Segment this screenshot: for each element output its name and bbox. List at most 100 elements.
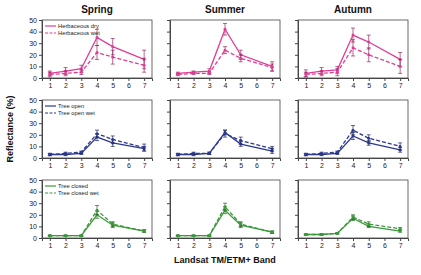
y-tick-label: 10 [29,143,37,150]
x-tick-label: 7 [271,82,275,89]
marker [48,153,51,156]
error-bar [176,73,180,75]
x-tick-label: 1 [304,162,308,169]
marker [399,145,402,148]
y-tick-mark [295,78,298,79]
y-tick [167,226,170,227]
x-tick-label: 2 [320,162,324,169]
y-tick [295,32,298,33]
y-tick [295,146,298,147]
y-axis [167,21,171,79]
y-tick-mark [167,43,170,44]
x-tick-mark [194,78,195,81]
marker [224,205,227,208]
x-tick-label: 7 [271,162,275,169]
x-tick-mark [144,78,145,81]
x-tick-label: 4 [352,242,356,249]
marker [208,152,211,155]
x-tick: 5 [367,78,371,89]
x-tick-label: 5 [367,82,371,89]
y-tick-mark [295,180,298,181]
y-tick-mark [167,20,170,21]
x-tick-label: 6 [127,162,131,169]
y-tick [295,20,298,21]
plot-frame [170,180,280,238]
x-tick-mark [353,238,354,241]
plot-area [48,29,146,77]
x-tick-mark [225,238,226,241]
x-tick: 6 [127,78,131,89]
y-tick [295,100,298,101]
x-tick-label: 4 [352,82,356,89]
x-tick-label: 3 [80,162,84,169]
error-bar [351,40,355,56]
x-tick-mark [384,78,385,81]
x-tick: 2 [320,78,324,89]
y-tick [167,20,170,21]
marker [64,152,67,155]
y-tick: 40 [29,28,42,35]
x-tick-label: 5 [111,242,115,249]
y-tick: 10 [29,63,42,70]
y-tick-mark [295,215,298,216]
x-tick: 1 [176,78,180,89]
marker [304,153,307,156]
x-tick-mark [66,158,67,161]
error-bar [48,235,52,236]
error-bar [48,72,52,77]
marker [192,234,195,237]
y-tick-mark [295,32,298,33]
x-tick-mark [97,78,98,81]
x-tick: 1 [304,238,308,249]
marker [352,216,355,219]
y-tick [167,55,170,56]
x-tick: 3 [208,238,212,249]
plot-frame [42,100,152,158]
marker [64,72,67,75]
y-axis-line [39,101,43,159]
y-axis-title: Reflectance (%) [5,95,15,162]
x-tick-mark [353,158,354,161]
y-tick-mark [167,203,170,204]
y-axis: 01020304050 [29,97,42,162]
error-bar [111,136,115,143]
error-bar [367,135,371,142]
marker [239,223,242,226]
y-tick-mark [39,146,42,147]
marker [320,233,323,236]
x-tick-label: 1 [304,242,308,249]
y-tick-mark [295,20,298,21]
y-axis: 01020304050 [29,17,42,82]
y-tick-mark [295,135,298,136]
x-tick: 2 [320,158,324,169]
x-tick: 7 [143,78,147,89]
y-tick-label: 20 [29,212,37,219]
marker [96,36,99,39]
series-line [306,130,400,154]
y-tick [295,158,298,159]
y-tick-mark [167,112,170,113]
x-tick: 5 [367,238,371,249]
x-tick-label: 6 [255,162,259,169]
x-tick-mark [225,158,226,161]
error-bar [270,146,274,151]
marker [271,231,274,234]
x-tick-mark [369,78,370,81]
marker [271,147,274,150]
legend-label: Tree closed [58,183,88,189]
y-tick [167,123,170,124]
marker [367,53,370,56]
x-tick-mark [50,158,51,161]
x-axis: 1234567 [43,238,153,249]
marker [48,234,51,237]
x-tick: 7 [271,78,275,89]
y-tick: 0 [33,155,42,162]
y-tick-mark [295,123,298,124]
plot-frame [170,20,280,78]
x-tick-label: 7 [143,162,147,169]
x-tick: 7 [271,158,275,169]
error-bar [320,234,324,235]
marker [96,132,99,135]
x-tick-label: 4 [224,82,228,89]
x-tick-mark [194,158,195,161]
